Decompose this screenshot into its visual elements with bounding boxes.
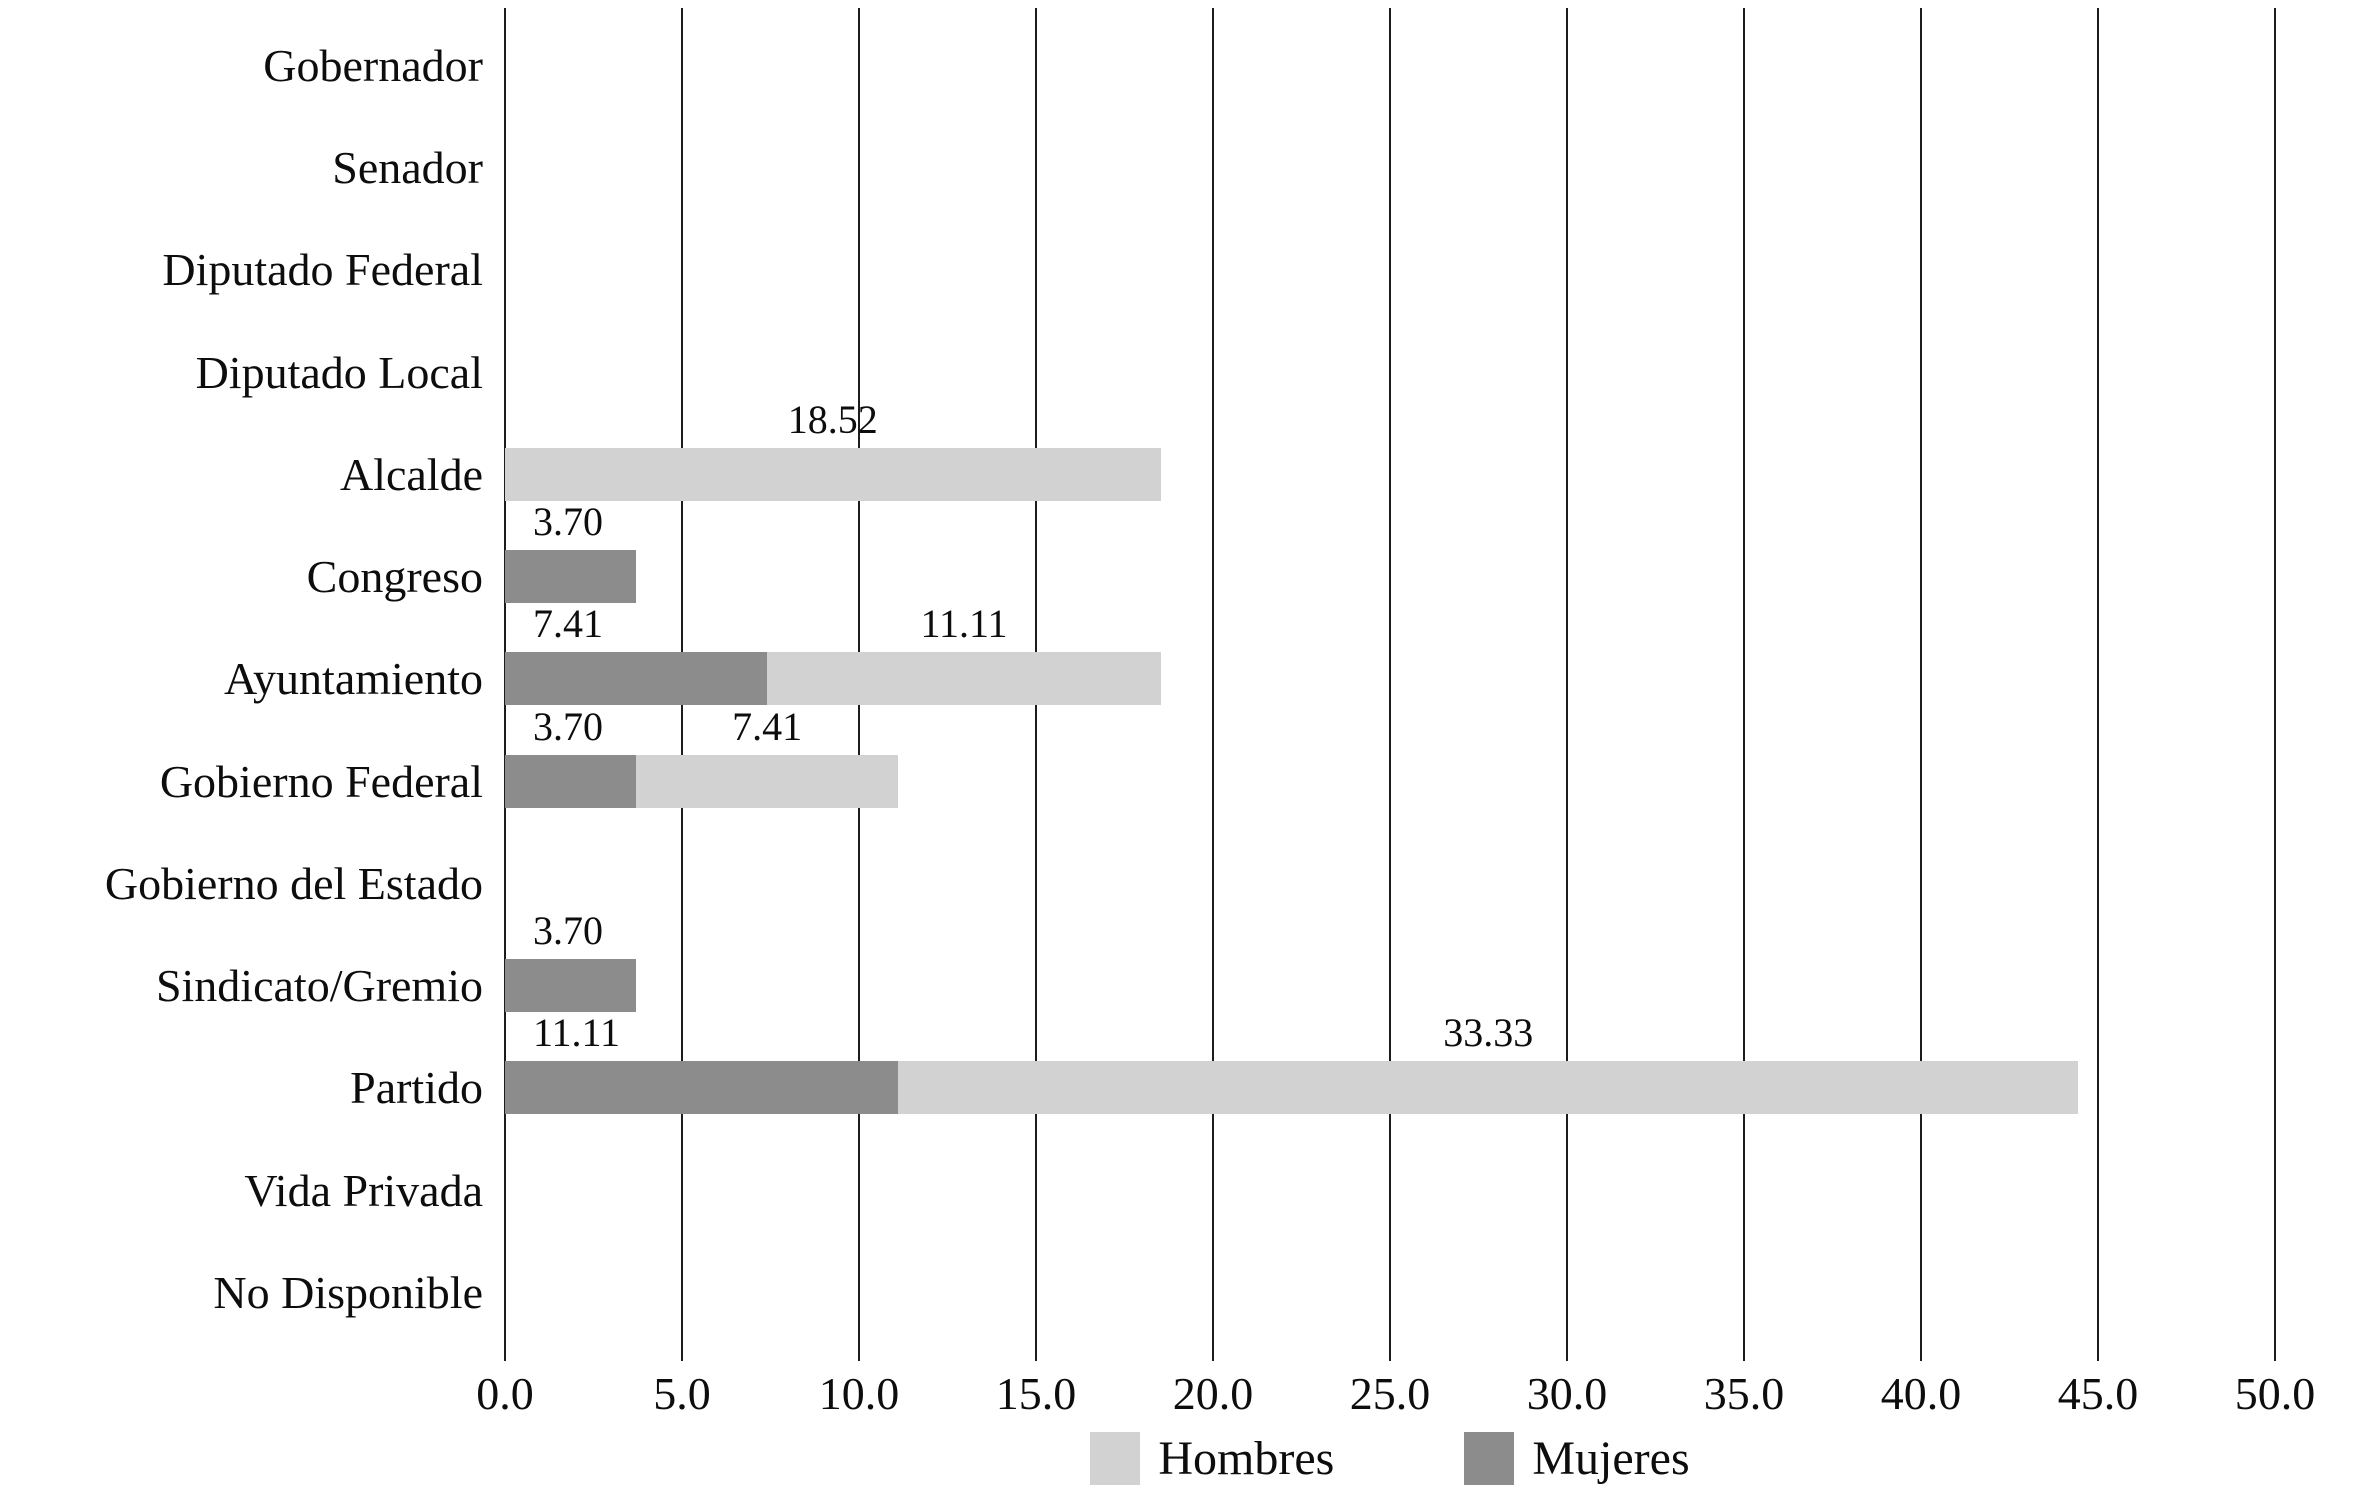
category-label: Gobernador [263, 40, 483, 91]
bar-segment-mujeres [505, 959, 636, 1012]
data-label: 18.52 [787, 397, 878, 442]
category-label: Sindicato/Gremio [155, 960, 483, 1011]
legend-label: Mujeres [1532, 1431, 1690, 1485]
legend-item-mujeres: Mujeres [1464, 1431, 1690, 1485]
category-label: Partido [350, 1062, 483, 1113]
bar-segment-hombres [898, 1061, 2079, 1114]
category-label: Vida Privada [244, 1165, 483, 1216]
gridline [1920, 8, 1922, 1361]
x-tick-label: 45.0 [2057, 1368, 2139, 1419]
data-label: 33.33 [1443, 1010, 1534, 1055]
category-label: Diputado Local [195, 347, 483, 398]
bar-segment-mujeres [505, 652, 768, 705]
bar-segment-hombres [505, 448, 1161, 501]
legend: Hombres Mujeres [505, 1428, 2275, 1488]
category-label: No Disponible [213, 1267, 483, 1318]
data-label: 11.11 [533, 1010, 621, 1055]
data-label: 7.41 [732, 704, 803, 749]
data-label: 3.70 [533, 908, 603, 953]
legend-swatch-mujeres [1464, 1431, 1515, 1485]
gridline [1389, 8, 1391, 1361]
bar-segment-hombres [635, 755, 899, 808]
x-tick-label: 35.0 [1703, 1368, 1785, 1419]
x-tick-label: 10.0 [818, 1368, 900, 1419]
category-label: Alcalde [339, 449, 483, 500]
category-label: Ayuntamiento [224, 653, 483, 704]
gridline [1212, 8, 1214, 1361]
x-tick-label: 5.0 [653, 1368, 711, 1419]
category-label: Diputado Federal [162, 244, 483, 295]
gridline [2274, 8, 2276, 1361]
bar-segment-mujeres [505, 1061, 899, 1114]
bar-segment-mujeres [505, 550, 636, 603]
data-label: 11.11 [920, 601, 1008, 646]
bar-segment-mujeres [505, 755, 636, 808]
x-tick-label: 25.0 [1349, 1368, 1431, 1419]
category-label: Senador [332, 142, 483, 193]
x-tick-label: 50.0 [2234, 1368, 2316, 1419]
legend-swatch-hombres [1090, 1431, 1141, 1485]
legend-item-hombres: Hombres [1090, 1431, 1335, 1485]
x-tick-label: 0.0 [476, 1368, 534, 1419]
legend-label: Hombres [1158, 1431, 1335, 1485]
gridline [1743, 8, 1745, 1361]
category-label: Congreso [306, 551, 483, 602]
x-tick-label: 20.0 [1172, 1368, 1254, 1419]
bar-segment-hombres [767, 652, 1161, 705]
data-label: 7.41 [533, 601, 603, 646]
x-tick-label: 30.0 [1526, 1368, 1608, 1419]
category-label: Gobierno del Estado [104, 858, 483, 909]
x-tick-label: 40.0 [1880, 1368, 1962, 1419]
category-label: Gobierno Federal [159, 756, 483, 807]
data-label: 3.70 [533, 704, 603, 749]
data-label: 3.70 [533, 499, 603, 544]
gridline [1566, 8, 1568, 1361]
x-tick-label: 15.0 [995, 1368, 1077, 1419]
gridline [2097, 8, 2099, 1361]
